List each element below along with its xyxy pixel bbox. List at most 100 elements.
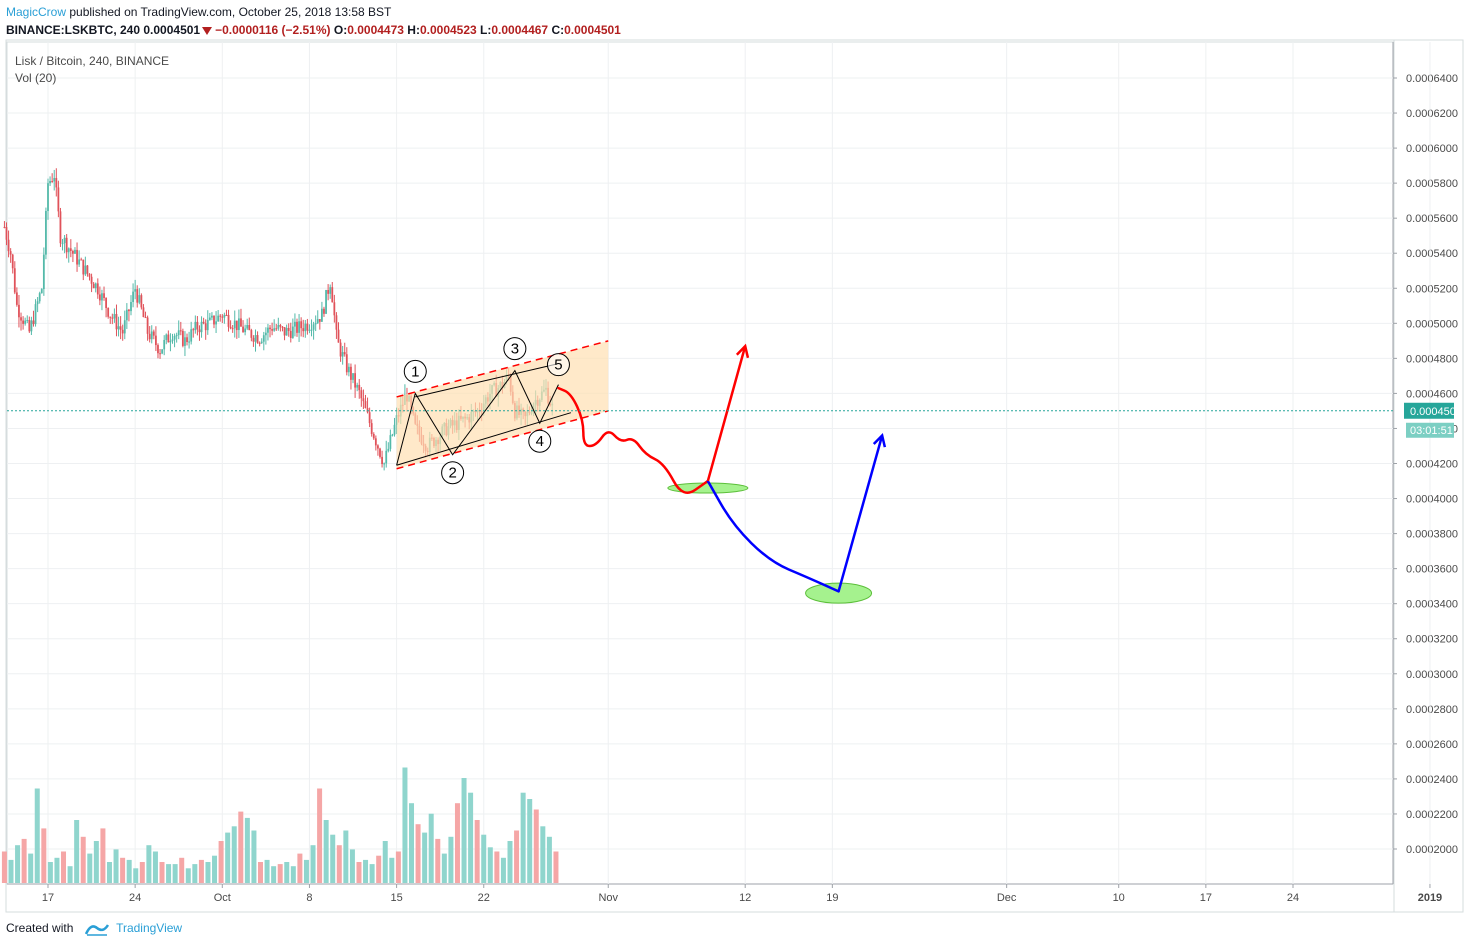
- volume-bar: [363, 859, 369, 883]
- candle-body: [356, 384, 359, 388]
- candle-body: [387, 448, 390, 451]
- candle-body: [107, 308, 110, 317]
- volume-bar: [218, 841, 224, 883]
- candle-body: [269, 327, 271, 330]
- candle-body: [267, 327, 269, 333]
- volume-bar: [428, 813, 434, 883]
- candle-body: [393, 424, 396, 435]
- volume-bar: [100, 828, 106, 883]
- volume-bar: [185, 868, 191, 883]
- candle-body: [167, 334, 170, 343]
- volume-bar: [244, 817, 250, 883]
- volume-bar: [376, 855, 382, 883]
- wave-label-circle: [528, 429, 552, 453]
- candle-body: [389, 435, 392, 449]
- candle-body: [358, 384, 361, 391]
- volume-bar: [468, 792, 474, 883]
- candle-body: [345, 354, 348, 373]
- candle-body: [289, 330, 292, 338]
- candle-body: [238, 318, 240, 331]
- candle-body: [196, 321, 199, 330]
- volume-bar: [553, 851, 559, 883]
- volume-bar: [356, 862, 362, 883]
- candle-body: [271, 329, 273, 331]
- last-price-label: 0.0004501: [1410, 406, 1462, 418]
- candle-body: [327, 290, 330, 294]
- candle-body: [383, 463, 386, 465]
- y-tick-label: 0.0002200: [1406, 809, 1458, 821]
- y-tick-label: 0.0002800: [1406, 704, 1458, 716]
- candle-body: [250, 330, 253, 338]
- high-value: 0.0004523: [419, 23, 477, 37]
- volume-bar: [87, 853, 93, 883]
- volume-bar: [251, 830, 257, 883]
- candle-body: [202, 321, 205, 324]
- x-tick-label: Oct: [214, 892, 231, 904]
- wave-line: [396, 369, 559, 466]
- countdown-badge: [1406, 422, 1454, 438]
- candle-body: [215, 321, 217, 325]
- candle-body: [314, 323, 317, 325]
- volume-bar: [238, 811, 244, 883]
- y-tick-label: 0.0005200: [1406, 283, 1458, 295]
- candle-body: [264, 332, 267, 336]
- candle-body: [273, 328, 276, 331]
- y-tick-label: 0.0004800: [1406, 353, 1458, 365]
- volume-bar: [494, 851, 500, 883]
- publish-line: MagicCrow published on TradingView.com, …: [6, 5, 391, 19]
- candle-body: [150, 331, 153, 340]
- candle-body: [24, 320, 27, 324]
- volume-bar: [106, 862, 112, 883]
- candle-body: [260, 341, 263, 343]
- volume-bar: [166, 864, 172, 883]
- candle-body: [198, 329, 201, 333]
- candle-body: [316, 319, 319, 324]
- volume-bar: [533, 809, 539, 883]
- candle-body: [55, 177, 58, 188]
- candle-body: [113, 313, 116, 319]
- red-arrow-head: [735, 343, 750, 359]
- y-tick-label: 0.0002000: [1406, 844, 1458, 856]
- candle-body: [223, 314, 226, 318]
- candle-body: [354, 373, 356, 388]
- candle-body: [206, 319, 209, 331]
- candle-body: [69, 248, 72, 251]
- volume-bar: [349, 849, 355, 883]
- candle-body: [219, 315, 222, 317]
- candle-body: [138, 295, 141, 303]
- candle-body: [51, 180, 54, 182]
- volume-bar: [120, 857, 126, 883]
- candle-body: [171, 339, 174, 341]
- candle-body: [117, 326, 120, 330]
- volume-bar: [1, 851, 7, 883]
- candle-body: [333, 302, 336, 316]
- tradingview-link[interactable]: TradingView: [116, 921, 183, 935]
- candle-body: [130, 302, 132, 312]
- volume-bar: [8, 859, 14, 883]
- volume-bar: [343, 830, 349, 883]
- candle-body: [59, 211, 62, 244]
- candle-body: [9, 251, 12, 255]
- candle-body: [221, 316, 224, 318]
- candle-body: [229, 326, 232, 329]
- candle-body: [294, 321, 296, 327]
- candle-body: [208, 317, 211, 320]
- author-link[interactable]: MagicCrow: [6, 5, 67, 19]
- candle-body: [310, 329, 313, 331]
- candle-body: [165, 334, 168, 340]
- candle-body: [262, 335, 265, 342]
- volume-bar: [487, 847, 493, 883]
- x-tick-label: 10: [1113, 892, 1125, 904]
- volume-bar: [126, 859, 132, 883]
- candle-body: [233, 320, 236, 329]
- candle-body: [372, 433, 375, 439]
- volume-bar: [527, 799, 533, 883]
- candle-body: [350, 366, 352, 380]
- candle-body: [3, 226, 6, 228]
- volume-series: [1, 767, 559, 883]
- candle-body: [45, 211, 47, 255]
- candle-body: [72, 250, 74, 254]
- candle-body: [22, 320, 24, 324]
- candle-body: [318, 319, 321, 322]
